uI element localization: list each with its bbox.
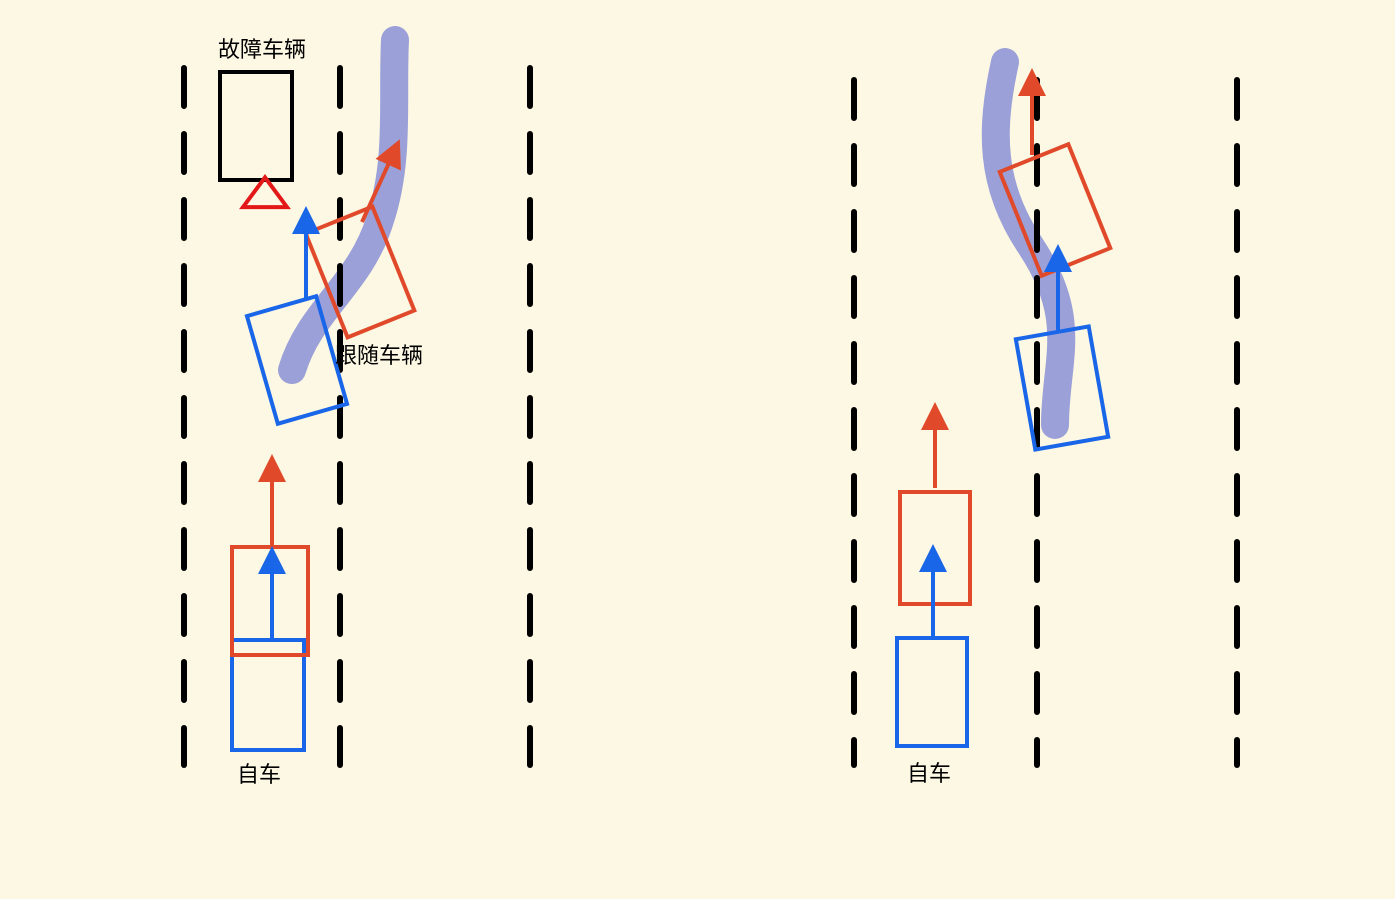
vehicle [1000,144,1111,276]
label-ego-left: 自车 [237,757,281,789]
label-broken-vehicle: 故障车辆 [218,32,306,64]
label-ego-right: 自车 [907,756,951,788]
vehicle [220,72,292,180]
diagram-canvas [0,0,1395,899]
trajectory-path [292,40,395,370]
vehicle [897,638,967,746]
label-following-vehicle: 跟随车辆 [335,338,423,370]
